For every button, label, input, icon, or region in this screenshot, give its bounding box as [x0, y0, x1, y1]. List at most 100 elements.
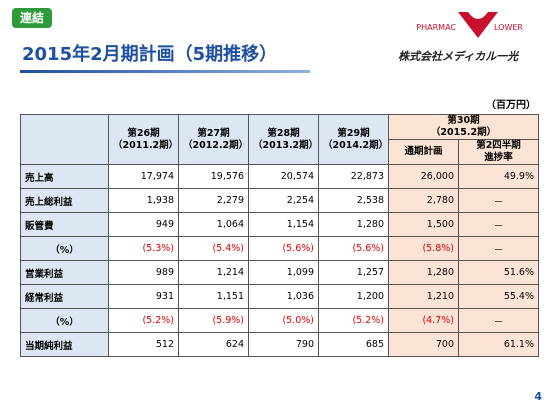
value-cell: － — [458, 212, 539, 237]
value-cell: 1,280 — [388, 260, 459, 285]
value-cell: (5.8%) — [388, 236, 459, 261]
logo-flower — [458, 12, 498, 38]
plan-subheader: 第2四半期 進捗率 — [458, 139, 539, 165]
value-cell: 700 — [388, 332, 459, 357]
value-cell: 19,576 — [178, 164, 249, 189]
unit: （百万円） — [486, 100, 536, 111]
value-cell: (5.9%) — [178, 308, 249, 333]
data-row: 売上総利益 1,938 2,279 2,254 2,538 2,780 － — [20, 188, 539, 213]
value-cell: 2,780 — [388, 188, 459, 213]
row-label: （%） — [20, 236, 109, 261]
logo-petal — [468, 12, 488, 19]
value-cell: 1,500 — [388, 212, 459, 237]
plan-subheader: 通期計画 — [388, 139, 459, 165]
data-row: （%） (5.3%) (5.4%) (5.6%) (5.6%) (5.8%) － — [20, 236, 539, 261]
value-cell: 26,000 — [388, 164, 459, 189]
value-cell: 61.1% — [458, 332, 539, 357]
cell-text: 進捗率 — [484, 152, 513, 163]
value-cell: 1,257 — [318, 260, 389, 285]
value-cell: 22,873 — [318, 164, 389, 189]
value-cell: 1,064 — [178, 212, 249, 237]
value-cell: 2,279 — [178, 188, 249, 213]
cell-text: （2011.2期） — [113, 139, 179, 151]
value-cell: (5.2%) — [318, 308, 389, 333]
cell-text: 第2四半期 — [476, 140, 521, 151]
value-cell: 790 — [248, 332, 319, 357]
cell-text: 通期計画 — [404, 146, 443, 157]
logo-graphic: PHARMAC LOWER 株式会社メディカル一光 — [398, 12, 523, 63]
value-cell: 2,538 — [318, 188, 389, 213]
value-cell: 1,214 — [178, 260, 249, 285]
header-row: 通期計画 第2四半期 進捗率 — [21, 139, 539, 165]
badge: 連結 — [12, 8, 52, 28]
header-cell: 第27期 （2012.2期） — [178, 114, 249, 165]
cell-text: 第27期 — [197, 127, 230, 139]
value-cell: (5.4%) — [178, 236, 249, 261]
value-cell: 685 — [318, 332, 389, 357]
value-cell: 49.9% — [458, 164, 539, 189]
row-label: 営業利益 — [20, 260, 109, 285]
value-cell: (5.3%) — [108, 236, 179, 261]
title-underline — [20, 70, 310, 73]
row-label: 売上高 — [20, 164, 109, 189]
value-cell: 931 — [108, 284, 179, 309]
row-label: 販管費 — [20, 212, 109, 237]
cell-text: （2012.2期） — [183, 139, 249, 151]
value-cell: － — [458, 188, 539, 213]
value-cell: 1,151 — [178, 284, 249, 309]
cell-text: 第29期 — [337, 127, 370, 139]
logo-text: LOWER — [494, 23, 523, 32]
value-cell: 55.4% — [458, 284, 539, 309]
data-row: 当期純利益 512 624 790 685 700 61.1% — [20, 332, 539, 357]
plan-header: 第30期 （2015.2期） — [388, 114, 539, 140]
cell-text: （2015.2期） — [430, 127, 497, 138]
value-cell: (5.2%) — [108, 308, 179, 333]
title: 2015年2月期計画（5期推移） — [22, 44, 278, 65]
value-cell: 1,154 — [248, 212, 319, 237]
page-number: 4 — [534, 390, 542, 403]
header-corner — [20, 114, 109, 165]
row-label: 売上総利益 — [20, 188, 109, 213]
data-row: （%） (5.2%) (5.9%) (5.0%) (5.2%) (4.7%) － — [20, 308, 539, 333]
value-cell: (5.6%) — [318, 236, 389, 261]
value-cell: 512 — [108, 332, 179, 357]
value-cell: 2,254 — [248, 188, 319, 213]
value-cell: 624 — [178, 332, 249, 357]
cell-text: 第26期 — [127, 127, 160, 139]
header-cell: 第26期 （2011.2期） — [108, 114, 179, 165]
value-cell: － — [458, 308, 539, 333]
value-cell: 1,280 — [318, 212, 389, 237]
value-cell: 17,974 — [108, 164, 179, 189]
value-cell: 51.6% — [458, 260, 539, 285]
cell-text: （2014.2期） — [323, 139, 389, 151]
value-cell: 1,036 — [248, 284, 319, 309]
row-label: 当期純利益 — [20, 332, 109, 357]
value-cell: 1,200 — [318, 284, 389, 309]
data-row: 営業利益 989 1,214 1,099 1,257 1,280 51.6% — [20, 260, 539, 285]
value-cell: － — [458, 236, 539, 261]
value-cell: 20,574 — [248, 164, 319, 189]
row-label: （%） — [20, 308, 109, 333]
value-cell: 1,210 — [388, 284, 459, 309]
value-cell: (5.0%) — [248, 308, 319, 333]
value-cell: (5.6%) — [248, 236, 319, 261]
logo: PHARMAC LOWER 株式会社メディカル一光 — [398, 8, 548, 66]
company-name: 株式会社メディカル一光 — [398, 50, 520, 63]
value-cell: 949 — [108, 212, 179, 237]
logo-text: PHARMAC — [416, 23, 456, 32]
value-cell: (4.7%) — [388, 308, 459, 333]
header-row: 第26期 （2011.2期） 第27期 （2012.2期） 第28期 （2013.2期）第… — [20, 114, 539, 165]
cell-text: 第30期 — [447, 115, 480, 126]
data-row: 販管費 949 1,064 1,154 1,280 1,500 － — [20, 212, 539, 237]
value-cell: 1,099 — [248, 260, 319, 285]
table: 第26期 （2011.2期） 第27期 （2012.2期） 第28期 （2013.2期）第… — [20, 114, 539, 357]
data-row: 経常利益 931 1,151 1,036 1,200 1,210 55.4% — [20, 284, 539, 309]
value-cell: 989 — [108, 260, 179, 285]
value-cell: 1,938 — [108, 188, 179, 213]
cell-text: （2013.2期） — [253, 139, 319, 151]
cell-text: 第28期 — [267, 127, 300, 139]
data-row: 売上高 17,974 19,576 20,574 22,873 26,000 49.9% — [20, 164, 539, 189]
header-cell: 第28期 （2013.2期） — [248, 114, 319, 165]
row-label: 経常利益 — [20, 284, 109, 309]
